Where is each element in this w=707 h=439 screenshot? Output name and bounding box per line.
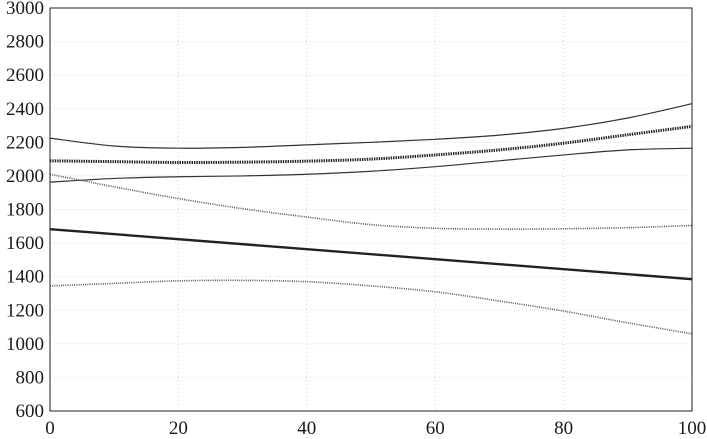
y-tick-label: 1000 — [6, 334, 44, 355]
y-tick-label: 1800 — [6, 200, 44, 221]
y-tick-label: 800 — [16, 367, 45, 388]
x-axis-tick-labels: 0 20 40 60 80 100 — [45, 418, 706, 439]
series-line-5 — [49, 227, 693, 281]
y-tick-label: 1400 — [6, 267, 44, 288]
series-lines — [49, 103, 693, 335]
x-tick-label: 60 — [426, 418, 445, 439]
y-tick-label: 2200 — [6, 132, 44, 153]
x-tick-label: 20 — [169, 418, 188, 439]
y-tick-label: 3000 — [6, 0, 44, 19]
y-tick-label: 2000 — [6, 166, 44, 187]
plot-frame — [49, 7, 693, 412]
series-line-1 — [49, 103, 693, 149]
x-tick-label: 40 — [297, 418, 316, 439]
series-line-4 — [49, 173, 693, 230]
y-tick-label: 2600 — [6, 65, 44, 86]
series-line-3 — [49, 147, 693, 183]
y-tick-label: 600 — [16, 401, 45, 422]
x-tick-label: 80 — [554, 418, 573, 439]
y-tick-label: 1600 — [6, 233, 44, 254]
x-tick-label: 100 — [678, 418, 707, 439]
grid — [50, 8, 692, 411]
x-tick-label: 0 — [45, 418, 55, 439]
y-tick-label: 2400 — [6, 99, 44, 120]
y-tick-label: 1200 — [6, 300, 44, 321]
y-tick-label: 2800 — [6, 32, 44, 53]
series-line-6 — [49, 279, 693, 335]
series-line-2 — [49, 124, 693, 165]
y-axis-tick-labels: 600 800 1000 1200 1400 1600 1800 2000 2200 2400 26… — [6, 0, 44, 422]
